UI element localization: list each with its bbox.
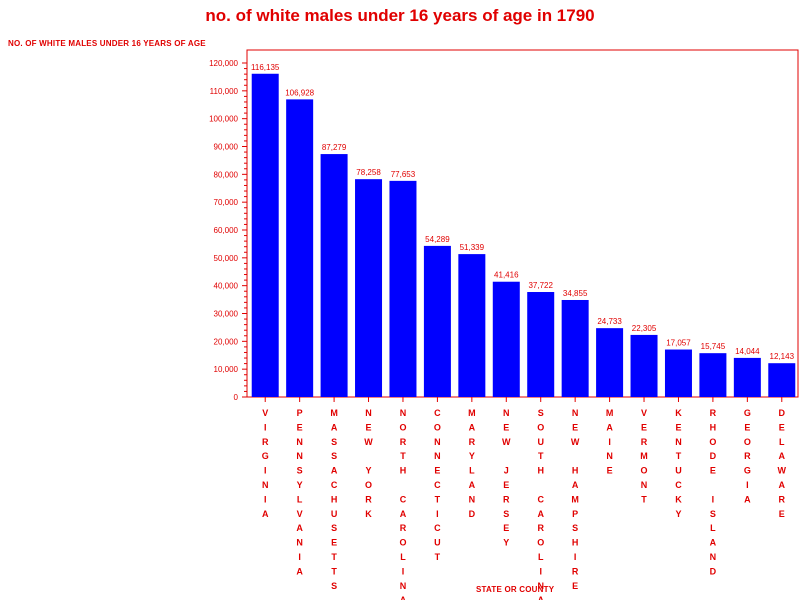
value-labels: 116,135 106,928 87,279 78,258 77,653 54,289 51… bbox=[251, 63, 795, 361]
y-axis-label: NO. OF WHITE MALES UNDER 16 YEARS OF AGE bbox=[8, 39, 206, 48]
y-axis-ticks: 0 10,000 20,000 30,000 40,000 50,000 60,000 70,… bbox=[209, 59, 247, 402]
bar-south-carolina bbox=[527, 292, 555, 397]
value-label: 41,416 bbox=[494, 271, 519, 280]
value-label: 77,653 bbox=[391, 170, 416, 179]
value-label: 17,057 bbox=[666, 339, 691, 348]
value-label: 54,289 bbox=[425, 235, 450, 244]
value-label: 24,733 bbox=[597, 317, 622, 326]
value-label: 14,044 bbox=[735, 347, 760, 356]
bar-pennsylvania bbox=[286, 99, 314, 398]
value-label: 15,745 bbox=[701, 342, 726, 351]
y-tick-label: 0 bbox=[234, 393, 239, 402]
plot-frame bbox=[246, 49, 799, 398]
value-label: 12,143 bbox=[770, 352, 795, 361]
value-label: 37,722 bbox=[528, 281, 553, 290]
y-tick-label: 60,000 bbox=[214, 226, 239, 235]
y-tick-label: 120,000 bbox=[209, 59, 238, 68]
y-tick-label: 100,000 bbox=[209, 115, 238, 124]
bar-delaware bbox=[768, 363, 796, 397]
bar-kentucky bbox=[664, 349, 692, 397]
value-label: 34,855 bbox=[563, 289, 588, 298]
bar-new-jersey bbox=[492, 281, 520, 397]
y-tick-label: 20,000 bbox=[214, 337, 239, 346]
value-label: 51,339 bbox=[460, 243, 485, 252]
bar-new-hampshire bbox=[561, 299, 589, 397]
y-tick-label: 50,000 bbox=[214, 254, 239, 263]
plot-frame-border bbox=[246, 49, 799, 398]
value-label: 87,279 bbox=[322, 143, 347, 152]
bar-virginia bbox=[251, 73, 279, 398]
y-tick-label: 70,000 bbox=[214, 198, 239, 207]
value-label: 106,928 bbox=[285, 88, 314, 97]
y-tick-label: 80,000 bbox=[214, 170, 239, 179]
bar-maine bbox=[596, 328, 624, 397]
y-tick-label: 10,000 bbox=[214, 365, 239, 374]
bar-connecticut bbox=[423, 245, 451, 397]
bars bbox=[251, 73, 796, 398]
bar-massachusetts bbox=[320, 154, 348, 397]
bar-north-carolina bbox=[389, 180, 417, 397]
bar-georgia bbox=[733, 357, 761, 397]
value-label: 116,135 bbox=[251, 63, 280, 72]
chart-title: no. of white males under 16 years of age… bbox=[205, 6, 595, 25]
value-label: 78,258 bbox=[356, 168, 381, 177]
bar-new-york bbox=[355, 179, 383, 397]
value-label: 22,305 bbox=[632, 324, 657, 333]
bar-vermont bbox=[630, 334, 658, 397]
x-axis-label: STATE OR COUNTY bbox=[476, 585, 555, 594]
bar-rhode-island bbox=[699, 353, 727, 397]
y-tick-label: 40,000 bbox=[214, 282, 239, 291]
y-tick-label: 110,000 bbox=[210, 87, 239, 96]
bar-maryland bbox=[458, 254, 486, 397]
y-tick-label: 90,000 bbox=[214, 143, 239, 152]
y-tick-label: 30,000 bbox=[214, 310, 239, 319]
